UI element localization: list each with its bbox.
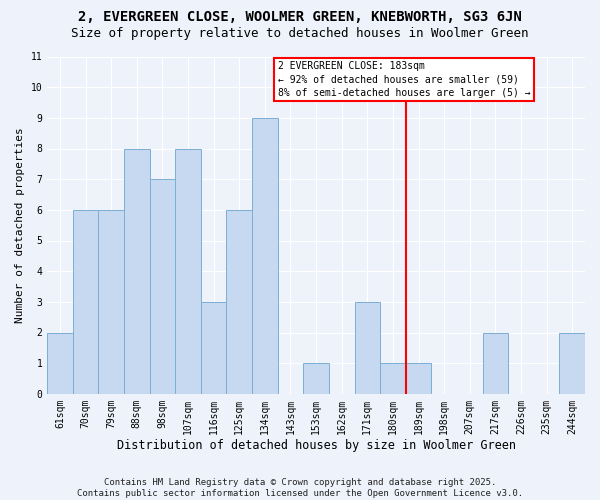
Bar bbox=[201, 302, 226, 394]
Text: 2 EVERGREEN CLOSE: 183sqm
← 92% of detached houses are smaller (59)
8% of semi-d: 2 EVERGREEN CLOSE: 183sqm ← 92% of detac… bbox=[278, 61, 530, 98]
Text: Size of property relative to detached houses in Woolmer Green: Size of property relative to detached ho… bbox=[71, 28, 529, 40]
Bar bbox=[73, 210, 98, 394]
Bar bbox=[47, 332, 73, 394]
Text: Contains HM Land Registry data © Crown copyright and database right 2025.
Contai: Contains HM Land Registry data © Crown c… bbox=[77, 478, 523, 498]
Bar bbox=[559, 332, 585, 394]
Bar bbox=[149, 179, 175, 394]
Bar bbox=[303, 363, 329, 394]
Bar bbox=[226, 210, 252, 394]
Bar bbox=[175, 148, 201, 394]
X-axis label: Distribution of detached houses by size in Woolmer Green: Distribution of detached houses by size … bbox=[116, 440, 515, 452]
Bar bbox=[482, 332, 508, 394]
Bar bbox=[380, 363, 406, 394]
Text: 2, EVERGREEN CLOSE, WOOLMER GREEN, KNEBWORTH, SG3 6JN: 2, EVERGREEN CLOSE, WOOLMER GREEN, KNEBW… bbox=[78, 10, 522, 24]
Bar bbox=[98, 210, 124, 394]
Bar bbox=[124, 148, 149, 394]
Bar bbox=[406, 363, 431, 394]
Bar bbox=[355, 302, 380, 394]
Y-axis label: Number of detached properties: Number of detached properties bbox=[15, 128, 25, 323]
Bar bbox=[252, 118, 278, 394]
